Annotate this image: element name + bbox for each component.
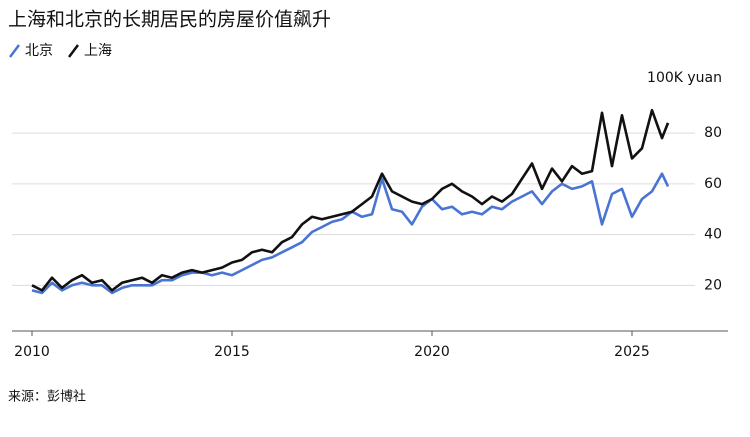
x-tick-label: 2020 — [414, 344, 450, 360]
x-tick-label: 2015 — [214, 344, 250, 360]
y-tick-label: 60 — [704, 176, 722, 192]
y-tick-label: 80 — [704, 125, 722, 141]
chart-title: 上海和北京的长期居民的房屋价值飙升 — [8, 9, 331, 31]
x-tick-label: 2010 — [14, 344, 50, 360]
y-axis-label: 100K yuan — [647, 70, 722, 86]
source: 来源：彭博社 — [8, 389, 86, 405]
legend-label: 上海 — [84, 43, 112, 59]
legend-swatch — [9, 44, 20, 58]
series-line — [31, 108, 670, 292]
x-tick-label: 2025 — [614, 344, 650, 360]
series-line — [31, 172, 670, 295]
y-tick-label: 20 — [704, 277, 722, 293]
legend-swatch — [68, 44, 79, 58]
y-tick-label: 40 — [704, 227, 722, 243]
legend-label: 北京 — [25, 43, 53, 59]
legend: 北京 上海 — [9, 43, 112, 59]
